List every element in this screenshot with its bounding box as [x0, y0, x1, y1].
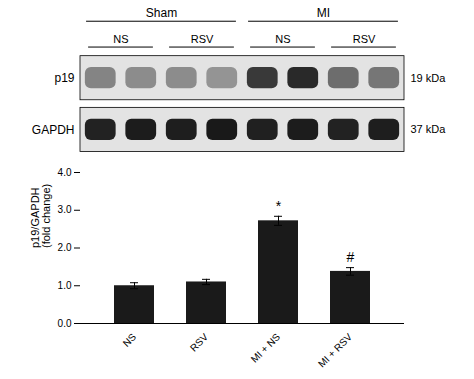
svg-text:37 kDa: 37 kDa: [411, 123, 447, 135]
svg-text:0.0: 0.0: [58, 318, 72, 329]
svg-text:GAPDH: GAPDH: [32, 123, 75, 137]
svg-text:NS: NS: [113, 33, 128, 45]
svg-text:Sham: Sham: [146, 6, 177, 20]
svg-text:19 kDa: 19 kDa: [411, 72, 447, 84]
svg-text:3.0: 3.0: [58, 204, 72, 215]
svg-text:#: #: [347, 249, 355, 265]
svg-text:4.0: 4.0: [58, 167, 72, 178]
svg-text:*: *: [276, 198, 282, 214]
svg-text:p19/GAPDH(fold change): p19/GAPDH(fold change): [29, 184, 52, 248]
svg-text:RSV: RSV: [353, 33, 376, 45]
svg-text:NS: NS: [275, 33, 290, 45]
svg-text:MI: MI: [317, 6, 330, 20]
svg-text:1.0: 1.0: [58, 280, 72, 291]
svg-text:RSV: RSV: [188, 331, 211, 354]
svg-text:MI + RSV: MI + RSV: [316, 331, 354, 369]
svg-text:MI + NS: MI + NS: [249, 331, 283, 365]
svg-text:2.0: 2.0: [58, 242, 72, 253]
svg-text:p19: p19: [54, 71, 74, 85]
svg-text:NS: NS: [121, 331, 139, 349]
svg-text:RSV: RSV: [191, 33, 214, 45]
